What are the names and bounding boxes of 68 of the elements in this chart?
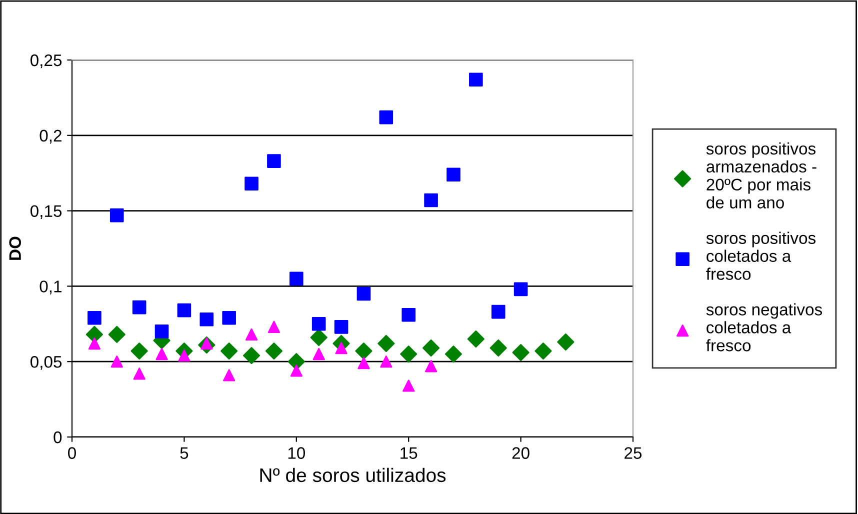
y-tick-label: 0,1 bbox=[40, 280, 62, 294]
point bbox=[355, 342, 372, 360]
legend-label: soros negativos coletados a fresco bbox=[706, 303, 822, 352]
point bbox=[356, 286, 371, 301]
legend-label: soros positivos coletados a fresco bbox=[706, 232, 816, 280]
y-axis-title: DO bbox=[9, 236, 21, 260]
point bbox=[402, 380, 415, 392]
point bbox=[244, 176, 258, 191]
point bbox=[378, 334, 395, 352]
x-tick-label: 5 bbox=[180, 447, 188, 459]
point bbox=[402, 308, 416, 322]
y-tick-label: 0,25 bbox=[30, 54, 62, 68]
x-tick-label: 15 bbox=[400, 447, 418, 459]
x-tick-label: 20 bbox=[512, 447, 530, 459]
y-tick-label: 0,2 bbox=[40, 130, 62, 144]
point bbox=[534, 342, 552, 360]
point bbox=[268, 320, 280, 333]
point bbox=[379, 110, 394, 124]
point bbox=[490, 339, 507, 357]
point bbox=[245, 328, 258, 341]
point bbox=[514, 282, 528, 296]
point bbox=[424, 360, 438, 372]
point bbox=[469, 72, 483, 87]
point bbox=[110, 356, 123, 368]
x-tick-label: 10 bbox=[288, 447, 306, 459]
point bbox=[130, 342, 148, 360]
point bbox=[222, 310, 236, 325]
point bbox=[108, 326, 126, 344]
x-axis-title: Nº de soros utilizados bbox=[260, 468, 446, 482]
point bbox=[86, 326, 103, 344]
point bbox=[422, 339, 440, 357]
point bbox=[312, 316, 326, 331]
point bbox=[424, 193, 438, 208]
point bbox=[334, 320, 348, 334]
y-tick-label: 0,05 bbox=[30, 356, 62, 370]
point bbox=[132, 300, 146, 314]
point bbox=[358, 357, 370, 370]
point bbox=[110, 208, 124, 222]
point bbox=[223, 369, 236, 382]
point bbox=[290, 364, 302, 377]
point bbox=[400, 346, 418, 363]
point bbox=[154, 324, 169, 338]
point bbox=[444, 346, 462, 363]
point bbox=[220, 342, 238, 360]
point bbox=[242, 347, 260, 364]
point bbox=[467, 330, 484, 348]
point bbox=[88, 310, 102, 325]
point bbox=[557, 333, 574, 351]
point bbox=[288, 353, 305, 370]
point bbox=[156, 348, 168, 360]
point bbox=[88, 337, 101, 350]
point bbox=[177, 303, 192, 318]
y-tick-label: 0,15 bbox=[30, 205, 62, 219]
point bbox=[512, 344, 530, 362]
point bbox=[133, 368, 146, 380]
point bbox=[310, 328, 328, 346]
point bbox=[265, 342, 283, 360]
point bbox=[289, 272, 304, 286]
point bbox=[491, 304, 506, 319]
point bbox=[446, 168, 460, 182]
point bbox=[312, 348, 325, 360]
point bbox=[380, 356, 392, 368]
x-tick-label: 25 bbox=[624, 447, 642, 459]
legend-label: soros positivos armazenados - 20ºC por mais de um ano bbox=[706, 142, 816, 208]
y-tick-label: 0 bbox=[54, 431, 62, 444]
point bbox=[200, 312, 214, 326]
x-tick-label: 0 bbox=[68, 447, 76, 459]
point bbox=[267, 154, 281, 168]
